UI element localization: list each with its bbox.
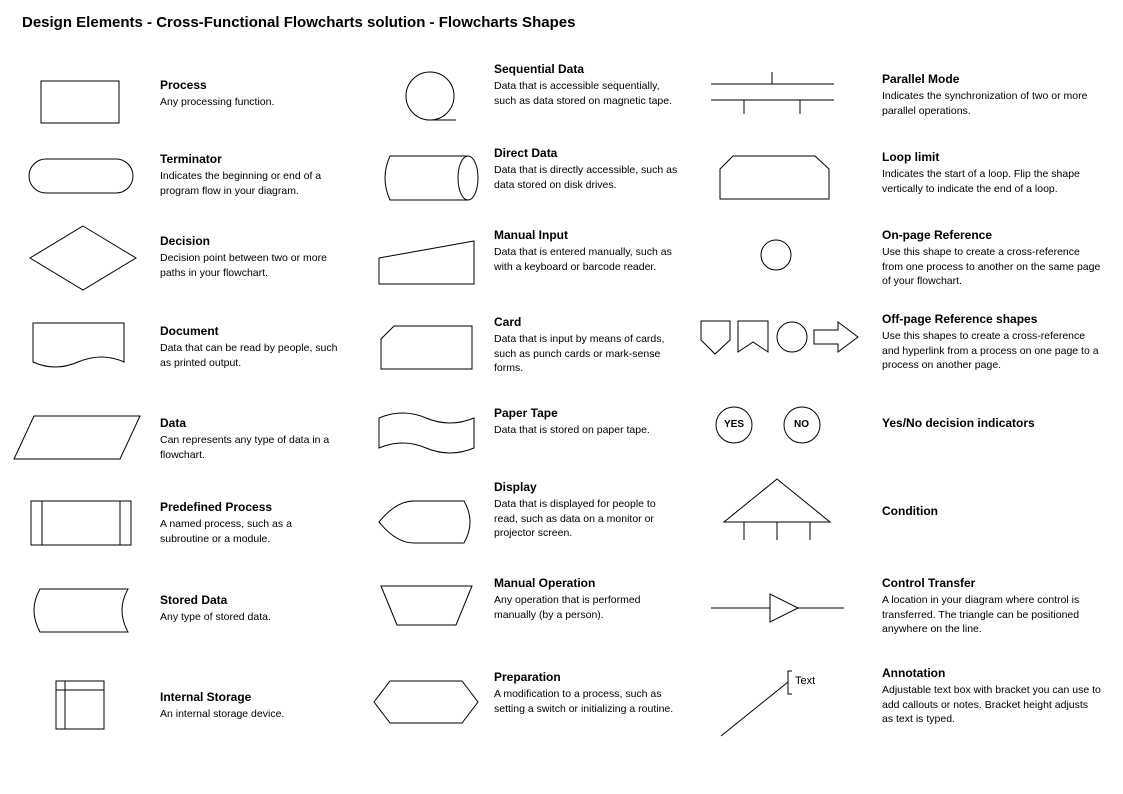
sequential-desc: Data that is accessible sequentially, su… [494,79,679,107]
process-label: Process [160,78,330,92]
looplimit-icon [719,155,834,210]
terminator-icon [28,158,138,203]
card-desc: Data that is input by means of cards, su… [494,332,679,375]
preparation-label: Preparation [494,670,679,684]
data-icon [12,415,147,470]
data-label: Data [160,416,340,430]
direct-desc: Data that is directly accessible, such a… [494,163,679,191]
onpage-text: On-page Reference Use this shape to crea… [882,228,1102,288]
papertape-icon [378,410,483,465]
annotation-text: Annotation Adjustable text box with brac… [882,666,1102,726]
annotation-icon: Text [720,670,840,745]
manualinput-label: Manual Input [494,228,679,242]
card-icon [380,325,480,380]
manualop-icon [380,585,480,636]
yesno-text: Yes/No decision indicators [882,416,1092,430]
sequential-text: Sequential Data Data that is accessible … [494,62,679,108]
direct-text: Direct Data Data that is directly access… [494,146,679,192]
manualop-text: Manual Operation Any operation that is p… [494,576,679,622]
onpage-desc: Use this shape to create a cross-referen… [882,245,1102,288]
manualop-desc: Any operation that is performed manually… [494,593,679,621]
process-text: Process Any processing function. [160,78,330,110]
data-desc: Can represents any type of data in a flo… [160,433,340,461]
card-label: Card [494,315,679,329]
condition-icon [720,478,840,553]
control-text: Control Transfer A location in your diag… [882,576,1102,636]
card-text: Card Data that is input by means of card… [494,315,679,375]
terminator-desc: Indicates the beginning or end of a prog… [160,169,340,197]
predefined-label: Predefined Process [160,500,340,514]
offpage-text: Off-page Reference shapes Use this shape… [882,312,1102,372]
no-label: NO [794,419,809,430]
decision-icon [28,225,148,300]
papertape-text: Paper Tape Data that is stored on paper … [494,406,679,438]
display-desc: Data that is displayed for people to rea… [494,497,679,540]
predefined-icon [30,500,140,555]
annotation-label: Annotation [882,666,1102,680]
preparation-text: Preparation A modification to a process,… [494,670,679,716]
internal-label: Internal Storage [160,690,340,704]
yesno-icon: YES NO [714,406,844,451]
display-label: Display [494,480,679,494]
control-label: Control Transfer [882,576,1102,590]
internal-text: Internal Storage An internal storage dev… [160,690,340,722]
internal-icon [55,680,115,740]
sequential-icon [404,70,464,130]
document-label: Document [160,324,340,338]
sequential-label: Sequential Data [494,62,679,76]
stored-icon [28,588,138,643]
looplimit-label: Loop limit [882,150,1097,164]
condition-text: Condition [882,504,1092,518]
onpage-label: On-page Reference [882,228,1102,242]
offpage-desc: Use this shapes to create a cross-refere… [882,329,1102,372]
terminator-text: Terminator Indicates the beginning or en… [160,152,340,198]
direct-icon [378,155,488,210]
data-text: Data Can represents any type of data in … [160,416,340,462]
document-icon [32,322,132,382]
manualop-label: Manual Operation [494,576,679,590]
manualinput-icon [378,240,483,295]
offpage-label: Off-page Reference shapes [882,312,1102,326]
process-icon [40,80,130,131]
manualinput-text: Manual Input Data that is entered manual… [494,228,679,274]
stored-text: Stored Data Any type of stored data. [160,593,340,625]
stored-desc: Any type of stored data. [160,610,340,624]
document-text: Document Data that can be read by people… [160,324,340,370]
yes-label: YES [724,419,744,430]
looplimit-text: Loop limit Indicates the start of a loop… [882,150,1097,196]
annotation-desc: Adjustable text box with bracket you can… [882,683,1102,726]
looplimit-desc: Indicates the start of a loop. Flip the … [882,167,1097,195]
manualinput-desc: Data that is entered manually, such as w… [494,245,679,273]
offpage-icon [700,320,870,365]
yesno-label-t: Yes/No decision indicators [882,416,1092,430]
control-desc: A location in your diagram where control… [882,593,1102,636]
decision-text: Decision Decision point between two or m… [160,234,340,280]
parallel-icon [710,72,840,127]
internal-desc: An internal storage device. [160,707,340,721]
annotation-sample: Text [795,675,815,687]
predefined-text: Predefined Process A named process, such… [160,500,340,546]
papertape-desc: Data that is stored on paper tape. [494,423,679,437]
preparation-desc: A modification to a process, such as set… [494,687,679,715]
direct-label: Direct Data [494,146,679,160]
onpage-icon [759,238,795,279]
stored-label: Stored Data [160,593,340,607]
papertape-label: Paper Tape [494,406,679,420]
predefined-desc: A named process, such as a subroutine or… [160,517,340,545]
display-icon [378,500,483,553]
process-desc: Any processing function. [160,95,330,109]
decision-label: Decision [160,234,340,248]
decision-desc: Decision point between two or more paths… [160,251,340,279]
display-text: Display Data that is displayed for peopl… [494,480,679,540]
control-icon [710,590,850,635]
parallel-desc: Indicates the synchronization of two or … [882,89,1092,117]
document-desc: Data that can be read by people, such as… [160,341,340,369]
parallel-text: Parallel Mode Indicates the synchronizat… [882,72,1092,118]
terminator-label: Terminator [160,152,340,166]
preparation-icon [372,680,484,733]
condition-label: Condition [882,504,1092,518]
page: { "title":"Design Elements - Cross-Funct… [0,0,1123,794]
page-title: Design Elements - Cross-Functional Flowc… [22,14,575,31]
parallel-label: Parallel Mode [882,72,1092,86]
